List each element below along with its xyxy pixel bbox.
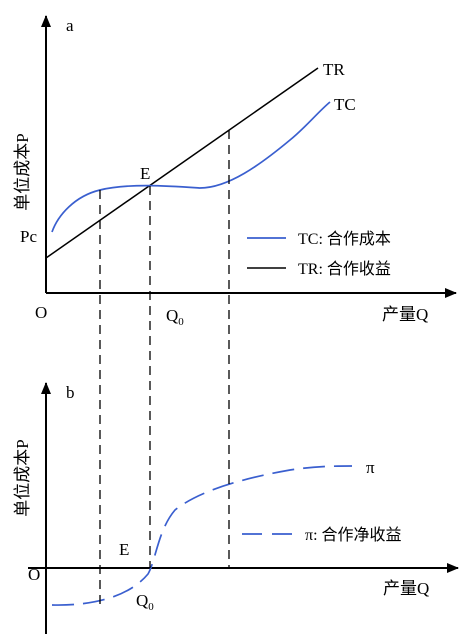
panel-b-origin-label: O: [28, 565, 40, 584]
pi-curve: [51, 465, 353, 606]
legend-pi-text: π: 合作净收益: [305, 526, 402, 544]
panel-b-legend: π: 合作净收益: [242, 526, 402, 544]
panel-a-legend: TC: 合作成本 TR: 合作收益: [247, 230, 391, 278]
tc-curve: [51, 101, 331, 233]
panel-a-letter: a: [66, 16, 74, 35]
panel-a-y-axis-label: 单位成本P: [13, 133, 32, 210]
panel-b-e-label: E: [119, 540, 129, 559]
panel-a-q0-label: Q0: [166, 306, 184, 328]
panel-b-y-axis-label: 单位成本P: [13, 439, 32, 516]
tr-curve: [45, 67, 319, 259]
pc-label: Pc: [20, 227, 37, 246]
panel-a: a 单位成本P 产量Q O Pc E Q0 TR TC TC: 合作成本 TR:…: [13, 15, 457, 328]
legend-tr-text: TR: 合作收益: [298, 260, 391, 278]
pi-curve-label: π: [366, 458, 375, 477]
panel-b-x-axis-label: 产量Q: [383, 579, 429, 598]
guide-lines: [99, 130, 230, 604]
panel-b-q0-label: Q0: [136, 591, 154, 613]
panel-b-letter: b: [66, 383, 75, 402]
panel-a-x-axis-label: 产量Q: [382, 305, 428, 324]
tc-curve-label: TC: [334, 95, 356, 114]
tr-curve-label: TR: [323, 60, 345, 79]
legend-tc-text: TC: 合作成本: [298, 230, 391, 248]
panel-b: b 单位成本P 产量Q O E Q0 π π: 合作净收益: [13, 382, 459, 634]
panel-a-origin-label: O: [35, 303, 47, 322]
panel-a-e-label: E: [140, 164, 150, 183]
